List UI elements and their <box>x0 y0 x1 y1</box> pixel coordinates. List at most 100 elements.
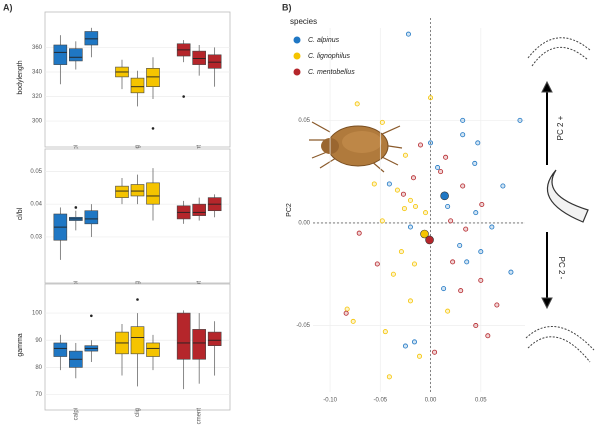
shape-diagram <box>525 37 595 363</box>
point <box>475 140 481 146</box>
point <box>458 288 464 294</box>
point <box>448 218 454 224</box>
y-tick-label: 0.03 <box>30 235 42 241</box>
point <box>460 183 466 189</box>
point <box>460 132 466 138</box>
point <box>438 169 444 175</box>
annotation: PC 2 - <box>557 257 566 280</box>
box <box>192 203 206 216</box>
point <box>473 210 479 216</box>
box <box>53 44 68 65</box>
point <box>432 349 438 355</box>
point <box>478 249 484 255</box>
point <box>356 230 362 236</box>
box <box>115 185 129 198</box>
point <box>386 374 392 380</box>
box <box>207 331 222 346</box>
box <box>130 326 145 355</box>
legend-marker <box>293 68 301 76</box>
point <box>401 206 407 212</box>
point <box>428 140 434 146</box>
point <box>412 204 418 210</box>
box <box>207 54 222 69</box>
point <box>517 117 523 123</box>
legend-label: C. mentobellus <box>308 69 355 76</box>
point <box>350 318 356 324</box>
box <box>146 182 160 205</box>
point <box>410 175 416 181</box>
box <box>130 184 145 197</box>
y-tick-label: 0.05 <box>30 169 42 175</box>
outlier <box>151 127 155 130</box>
box <box>146 67 160 88</box>
point <box>402 343 408 349</box>
box <box>176 312 191 360</box>
y-axis-label: gamma <box>17 333 24 356</box>
point <box>445 308 451 314</box>
legend-marker <box>293 52 301 60</box>
y-tick-label: -0.05 <box>296 323 310 329</box>
x-tick-label: -0.05 <box>373 398 387 404</box>
point <box>411 261 417 267</box>
species-mean <box>420 229 429 239</box>
x-tick-label: clig <box>135 408 141 417</box>
y-axis-label: PC2 <box>286 203 293 217</box>
x-tick-label: 0.05 <box>475 398 487 404</box>
point <box>407 197 413 203</box>
box <box>192 50 206 65</box>
point <box>382 329 388 335</box>
point <box>354 101 360 107</box>
point <box>407 224 413 230</box>
point <box>402 152 408 158</box>
outlier <box>182 95 185 98</box>
plot-frame <box>44 148 231 284</box>
point <box>417 353 423 359</box>
point <box>386 181 392 187</box>
point <box>500 183 506 189</box>
point <box>418 142 424 148</box>
y-tick-label: 70 <box>35 392 42 398</box>
outlier <box>136 298 139 301</box>
box <box>130 77 145 94</box>
box <box>84 210 99 225</box>
point <box>472 160 478 166</box>
point <box>407 298 413 304</box>
point <box>489 224 495 230</box>
panel-label: B) <box>282 2 292 12</box>
point <box>508 269 514 275</box>
point <box>379 119 385 125</box>
point <box>394 187 400 193</box>
point <box>343 310 349 316</box>
outlier <box>90 314 93 318</box>
y-tick-label: 300 <box>32 119 43 125</box>
panel-label: A) <box>3 2 13 12</box>
point <box>457 242 463 248</box>
y-tick-label: 0.00 <box>298 221 310 227</box>
point <box>405 31 411 37</box>
x-tick-label: -0.10 <box>323 398 337 404</box>
mite-image <box>309 121 403 173</box>
y-tick-label: 90 <box>35 338 42 344</box>
x-tick-label: 0.00 <box>425 398 437 404</box>
point <box>379 218 385 224</box>
y-tick-label: 0.05 <box>298 118 310 124</box>
y-tick-label: 340 <box>32 70 43 76</box>
point <box>400 191 406 197</box>
species-mean <box>440 191 449 201</box>
point <box>445 204 451 210</box>
point <box>443 154 449 160</box>
x-tick-label: calpi <box>73 408 79 420</box>
outlier <box>74 206 78 209</box>
point <box>485 333 491 339</box>
annotation: PC 2 + <box>556 115 565 140</box>
y-tick-label: 80 <box>35 365 42 371</box>
y-tick-label: 0.04 <box>30 202 42 208</box>
point <box>441 286 447 292</box>
point <box>428 95 434 101</box>
y-axis-label: cl/bl <box>17 207 24 220</box>
legend-label: C. lignophilus <box>308 53 351 60</box>
point <box>344 306 350 312</box>
box <box>192 329 206 360</box>
y-tick-label: 360 <box>32 45 43 51</box>
